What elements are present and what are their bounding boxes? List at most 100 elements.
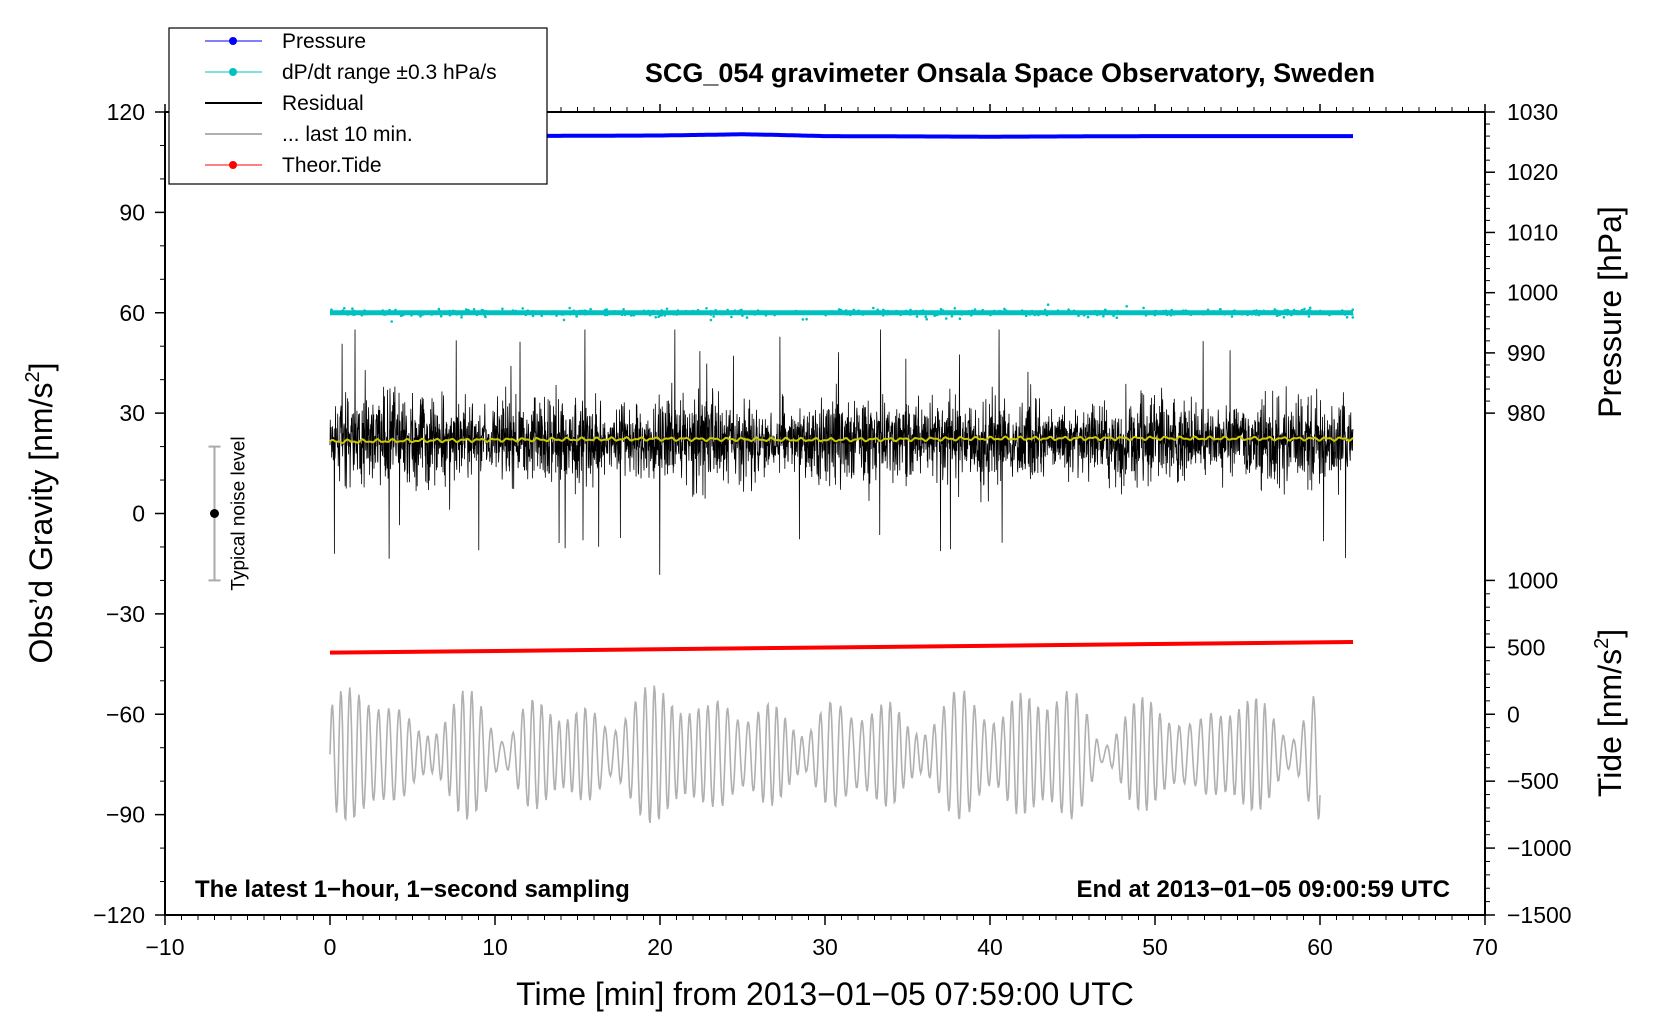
dpdt-point xyxy=(1336,311,1340,314)
dpdt-point xyxy=(944,311,947,314)
dpdt-point xyxy=(1142,306,1145,310)
dpdt-point xyxy=(1264,311,1268,314)
dpdt-point xyxy=(1233,309,1236,312)
tide-tick-label: 1000 xyxy=(1507,567,1558,593)
dpdt-point xyxy=(1275,309,1279,313)
dpdt-point xyxy=(876,308,879,312)
dpdt-point xyxy=(969,314,973,317)
legend-label: ... last 10 min. xyxy=(282,123,413,146)
dpdt-point xyxy=(1170,308,1173,312)
dpdt-point xyxy=(714,309,717,312)
y-axis-left-title-close: ] xyxy=(23,363,59,372)
dpdt-point xyxy=(390,320,394,323)
dpdt-point xyxy=(461,312,465,315)
dpdt-point xyxy=(730,315,733,319)
dpdt-point xyxy=(1300,308,1304,312)
dpdt-point xyxy=(605,308,608,311)
dpdt-point xyxy=(1295,310,1299,313)
dpdt-point xyxy=(628,312,631,315)
dpdt-point xyxy=(933,314,936,318)
tide-tick-label: 500 xyxy=(1507,634,1545,660)
dpdt-point xyxy=(1121,311,1125,314)
dpdt-point xyxy=(1322,311,1325,314)
noise-label: Typical noise level xyxy=(229,436,250,590)
dpdt-point xyxy=(514,309,517,313)
dpdt-point xyxy=(1351,308,1354,312)
dpdt-point xyxy=(848,310,851,313)
dpdt-point xyxy=(1307,309,1311,312)
dpdt-point xyxy=(550,312,554,316)
dpdt-point xyxy=(886,309,890,313)
dpdt-point xyxy=(939,307,943,311)
dpdt-point xyxy=(684,309,688,313)
dpdt-point xyxy=(531,314,535,318)
dpdt-point xyxy=(1241,310,1244,314)
y-left-tick-label: 120 xyxy=(107,99,145,125)
dpdt-point xyxy=(1303,307,1306,311)
dpdt-point xyxy=(1254,313,1258,316)
dpdt-point xyxy=(596,312,599,315)
dpdt-point xyxy=(572,309,576,313)
dpdt-point xyxy=(958,317,962,321)
dpdt-point xyxy=(691,309,695,313)
dpdt-point xyxy=(756,309,760,312)
dpdt-point xyxy=(764,314,768,317)
dpdt-point xyxy=(430,313,434,316)
dpdt-point xyxy=(613,310,617,313)
dpdt-point xyxy=(950,315,954,318)
dpdt-point xyxy=(1230,315,1234,318)
dpdt-point xyxy=(1023,310,1027,313)
dpdt-point xyxy=(883,309,887,313)
dpdt-point xyxy=(1155,310,1158,313)
dpdt-point xyxy=(1258,310,1262,313)
dpdt-point xyxy=(1345,311,1349,315)
dpdt-point xyxy=(363,309,366,312)
dpdt-point xyxy=(1086,315,1090,319)
series-residual-smoothed xyxy=(329,435,1354,444)
dpdt-point xyxy=(401,313,405,317)
x-tick-label: −10 xyxy=(145,934,184,960)
dpdt-point xyxy=(1109,310,1112,313)
dpdt-point xyxy=(799,310,803,314)
dpdt-point xyxy=(419,315,422,318)
dpdt-point xyxy=(531,310,535,313)
dpdt-point xyxy=(696,308,700,312)
dpdt-point xyxy=(879,311,882,314)
chart-title: SCG_054 gravimeter Onsala Space Observat… xyxy=(645,58,1375,88)
dpdt-point xyxy=(1318,309,1322,313)
legend-box xyxy=(168,27,548,185)
dpdt-point xyxy=(1169,313,1173,317)
dpdt-point xyxy=(1038,311,1041,315)
dpdt-point xyxy=(1182,311,1185,314)
dpdt-point xyxy=(824,311,828,315)
tide-tick-label: −1000 xyxy=(1507,835,1572,861)
dpdt-point xyxy=(1082,314,1086,317)
dpdt-point xyxy=(859,312,862,315)
dpdt-point xyxy=(1189,313,1193,317)
dpdt-point xyxy=(558,312,562,316)
dpdt-point xyxy=(915,315,919,318)
dpdt-point xyxy=(830,310,833,314)
dpdt-point xyxy=(740,308,743,312)
dpdt-point xyxy=(1088,312,1091,316)
dpdt-point xyxy=(587,310,591,314)
dpdt-point xyxy=(351,313,355,316)
dpdt-point xyxy=(719,312,723,316)
dpdt-point xyxy=(946,310,950,313)
dpdt-point xyxy=(439,314,443,318)
y-left-tick-label: −90 xyxy=(106,802,145,828)
y-axis-left-title-main: Obs’d Gravity [nm/s xyxy=(23,383,59,664)
x-tick-label: 70 xyxy=(1472,934,1498,960)
dpdt-point xyxy=(1341,309,1344,312)
dpdt-point xyxy=(984,310,988,314)
legend-label: Theor.Tide xyxy=(282,154,382,177)
dpdt-point xyxy=(578,309,582,313)
series-last-10-min xyxy=(329,685,1321,824)
dpdt-point xyxy=(360,313,364,317)
dpdt-point xyxy=(1028,313,1032,316)
dpdt-point xyxy=(998,309,1001,313)
legend-swatch-marker xyxy=(229,68,237,76)
dpdt-point xyxy=(1051,312,1055,316)
pressure-tick-label: 990 xyxy=(1507,340,1545,366)
dpdt-point xyxy=(1024,314,1028,318)
